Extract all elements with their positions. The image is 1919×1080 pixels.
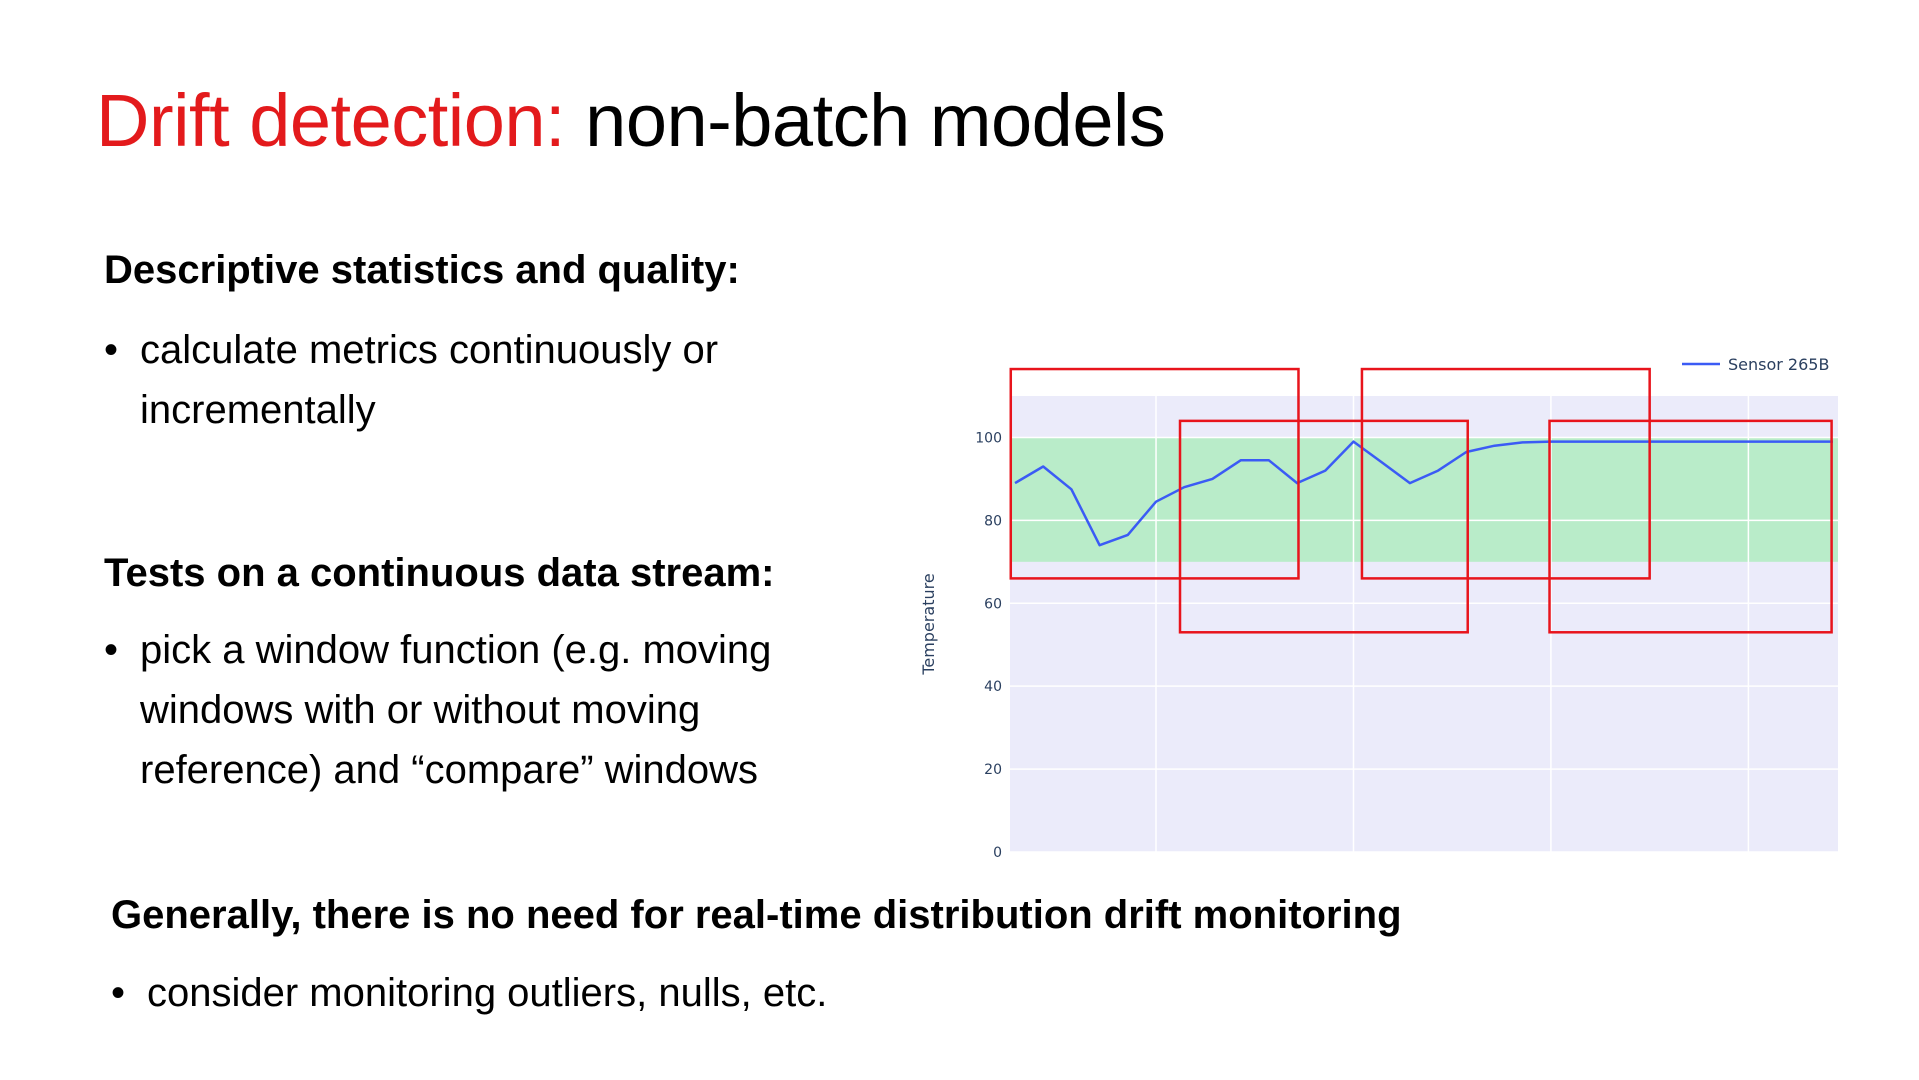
chart-legend: Sensor 265B (1682, 355, 1829, 374)
legend-label: Sensor 265B (1728, 355, 1829, 374)
plot-background (1010, 396, 1838, 852)
y-tick-label: 60 (984, 596, 1002, 612)
y-axis-label: Temperature (919, 573, 938, 675)
series-line-sensor-265b (1014, 440, 1833, 547)
y-tick-label: 100 (975, 430, 1002, 446)
title-rest: non-batch models (565, 79, 1166, 162)
gridlines (1010, 396, 1838, 853)
bullet-text: consider monitoring outliers, nulls, etc… (147, 971, 828, 1015)
bullet-dot: • (111, 971, 126, 1015)
title-accent: Drift detection: (96, 79, 566, 162)
slide-title: Drift detection: non-batch models (96, 84, 1166, 158)
y-tick-label: 80 (984, 513, 1002, 529)
y-tick-label: 0 (993, 845, 1002, 861)
comparison-windows (1009, 367, 1833, 634)
bullet-dot: • (104, 328, 119, 372)
bullet-item: • consider monitoring outliers, nulls, e… (111, 963, 1011, 1033)
y-tick-label: 20 (984, 762, 1002, 778)
bullet-item: • calculate metrics continuously or incr… (104, 320, 824, 450)
comparison-window-box (1548, 419, 1833, 634)
bullet-item: • pick a window function (e.g. moving wi… (104, 620, 844, 810)
bullet-text: pick a window function (e.g. moving wind… (140, 628, 772, 792)
comparison-window-box (1178, 419, 1469, 634)
y-tick-label: 40 (984, 679, 1002, 695)
bullet-dot: • (104, 628, 119, 672)
comparison-window-box (1360, 367, 1651, 580)
bullet-text: calculate metrics continuously or increm… (140, 328, 719, 432)
section-heading-tests: Tests on a continuous data stream: (104, 551, 775, 595)
normal-range-band (1010, 437, 1838, 562)
section-heading-descriptive: Descriptive statistics and quality: (104, 248, 740, 292)
section-heading-generally: Generally, there is no need for real-tim… (111, 893, 1402, 937)
comparison-window-box (1009, 367, 1300, 580)
y-axis-ticks: 0 20 40 60 80 100 (975, 430, 1002, 861)
